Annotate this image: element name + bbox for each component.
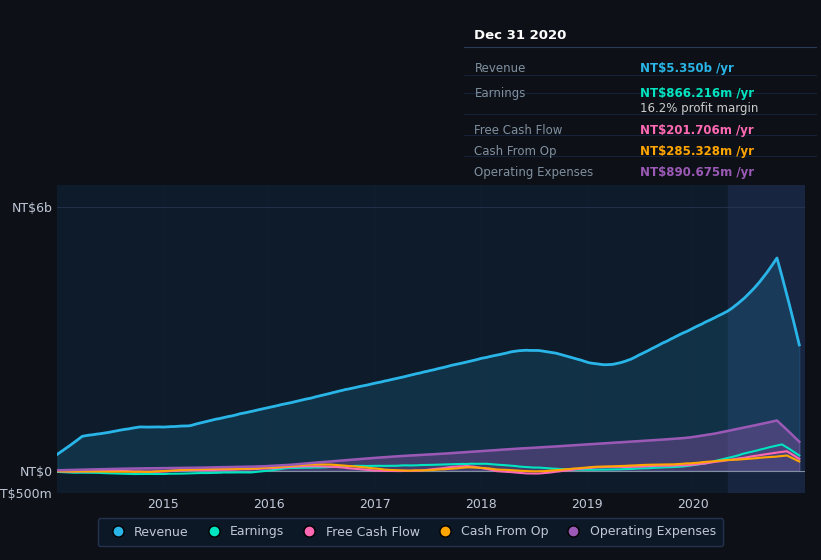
Text: Operating Expenses: Operating Expenses [475, 166, 594, 179]
Earnings [509, 463, 519, 469]
Revenue [678, 330, 688, 337]
Operating Expenses [678, 435, 688, 441]
Revenue [772, 255, 782, 262]
Cash From Op [681, 460, 690, 467]
Line: Cash From Op: Cash From Op [57, 455, 800, 472]
Earnings [53, 469, 62, 475]
Free Cash Flow [507, 469, 516, 475]
Earnings [681, 463, 690, 470]
Text: NT$5.350b /yr: NT$5.350b /yr [640, 62, 734, 75]
Earnings [727, 454, 737, 460]
Earnings [157, 471, 167, 478]
Earnings [494, 461, 504, 468]
Free Cash Flow [782, 448, 791, 455]
Text: Cash From Op: Cash From Op [475, 146, 557, 158]
Revenue [55, 449, 65, 456]
Revenue [494, 351, 504, 358]
Revenue [492, 352, 502, 358]
Text: NT$201.706m /yr: NT$201.706m /yr [640, 124, 754, 137]
Free Cash Flow [53, 468, 62, 474]
Free Cash Flow [795, 455, 805, 462]
Cash From Op [53, 468, 62, 474]
Cash From Op [727, 456, 737, 463]
Earnings [777, 441, 787, 448]
Operating Expenses [492, 447, 502, 454]
Text: Dec 31 2020: Dec 31 2020 [475, 29, 566, 41]
Line: Operating Expenses: Operating Expenses [57, 421, 800, 470]
Revenue [507, 348, 516, 355]
Earnings [497, 461, 507, 468]
Line: Revenue: Revenue [57, 258, 800, 454]
Line: Free Cash Flow: Free Cash Flow [57, 451, 800, 474]
Free Cash Flow [727, 456, 737, 463]
Free Cash Flow [531, 470, 541, 477]
Cash From Op [55, 468, 65, 475]
Text: Free Cash Flow: Free Cash Flow [475, 124, 563, 137]
Cash From Op [509, 467, 519, 474]
Cash From Op [494, 466, 504, 473]
Text: NT$866.216m /yr: NT$866.216m /yr [640, 87, 754, 100]
Line: Earnings: Earnings [57, 445, 800, 474]
Revenue [53, 451, 62, 458]
Bar [728, 185, 805, 493]
Cash From Op [497, 466, 507, 473]
Cash From Op [782, 452, 791, 459]
Text: Earnings: Earnings [475, 87, 525, 100]
Text: 16.2% profit margin: 16.2% profit margin [640, 102, 759, 115]
Text: Revenue: Revenue [475, 62, 525, 75]
Free Cash Flow [55, 468, 65, 475]
Text: NT$285.328m /yr: NT$285.328m /yr [640, 146, 754, 158]
Operating Expenses [725, 427, 735, 434]
Revenue [795, 342, 805, 348]
Operating Expenses [494, 446, 504, 453]
Cash From Op [795, 458, 805, 465]
Text: NT$890.675m /yr: NT$890.675m /yr [640, 166, 754, 179]
Operating Expenses [772, 417, 782, 424]
Revenue [725, 306, 735, 313]
Operating Expenses [795, 438, 805, 445]
Earnings [795, 452, 805, 459]
Earnings [55, 469, 65, 475]
Cash From Op [140, 469, 149, 475]
Operating Expenses [55, 467, 65, 474]
Free Cash Flow [494, 468, 504, 475]
Operating Expenses [507, 446, 516, 452]
Operating Expenses [53, 467, 62, 474]
Free Cash Flow [681, 462, 690, 469]
Free Cash Flow [492, 468, 502, 474]
Legend: Revenue, Earnings, Free Cash Flow, Cash From Op, Operating Expenses: Revenue, Earnings, Free Cash Flow, Cash … [98, 518, 723, 546]
